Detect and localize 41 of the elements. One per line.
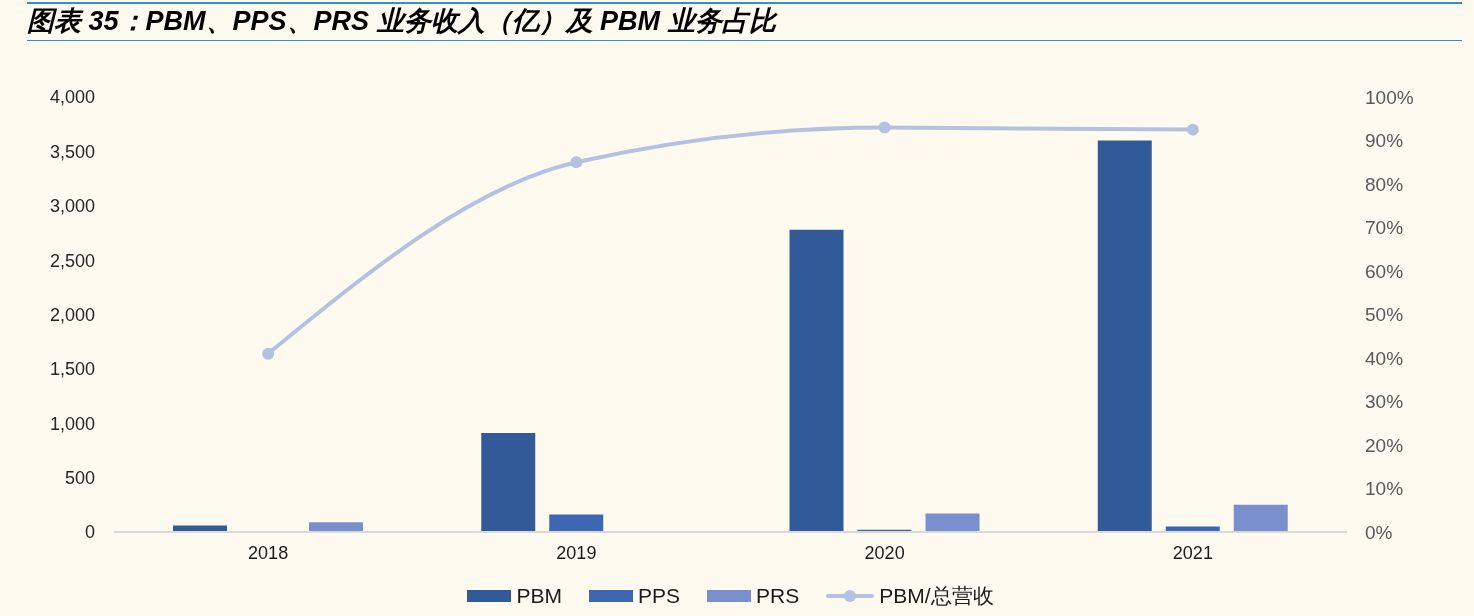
bar <box>309 522 363 532</box>
y2-tick-label: 0% <box>1365 521 1393 543</box>
y2-tick-label: 30% <box>1365 391 1404 413</box>
bar <box>481 433 536 532</box>
point <box>878 121 891 134</box>
x-tick-label: 2020 <box>864 542 905 563</box>
bar <box>173 525 227 532</box>
legend-label: PRS <box>756 584 800 608</box>
y-tick-label: 1,000 <box>49 413 95 434</box>
legend-label: PBM/总营收 <box>879 583 994 609</box>
y-tick-label: 4,000 <box>49 87 95 108</box>
point <box>262 347 275 360</box>
legend-label: PPS <box>637 584 680 608</box>
y2-tick-label: 20% <box>1365 434 1404 456</box>
y2-tick-label: 100% <box>1365 86 1414 108</box>
x-tick-label: 2018 <box>248 542 289 563</box>
point <box>1186 123 1199 136</box>
y2-tick-label: 50% <box>1365 304 1404 326</box>
bar <box>549 514 604 532</box>
bar <box>1233 504 1288 532</box>
y2-tick-label: 70% <box>1365 217 1404 239</box>
y2-tick-label: 90% <box>1365 130 1404 152</box>
y2-tick-label: 10% <box>1365 478 1404 500</box>
y-tick-label: 1,500 <box>49 359 95 380</box>
bar <box>789 229 844 532</box>
x-tick-label: 2021 <box>1172 542 1213 563</box>
y-tick-label: 3,000 <box>49 196 95 217</box>
legend-label: PBM <box>516 584 562 608</box>
y2-tick-label: 80% <box>1365 173 1404 195</box>
y2-tick-label: 60% <box>1365 260 1404 282</box>
point <box>570 156 583 169</box>
x-tick-label: 2019 <box>556 542 597 563</box>
y-tick-label: 500 <box>64 468 95 489</box>
y-tick-label: 3,500 <box>49 141 95 162</box>
y-tick-label: 0 <box>84 522 95 543</box>
bar <box>925 513 980 532</box>
chart-title: 图表 35：PBM、PPS、PRS 业务收入（亿）及 PBM 业务占比 <box>27 5 776 37</box>
y-tick-label: 2,000 <box>49 304 95 325</box>
y-tick-label: 2,500 <box>49 250 95 271</box>
bar <box>1097 140 1152 532</box>
y2-tick-label: 40% <box>1365 347 1404 369</box>
